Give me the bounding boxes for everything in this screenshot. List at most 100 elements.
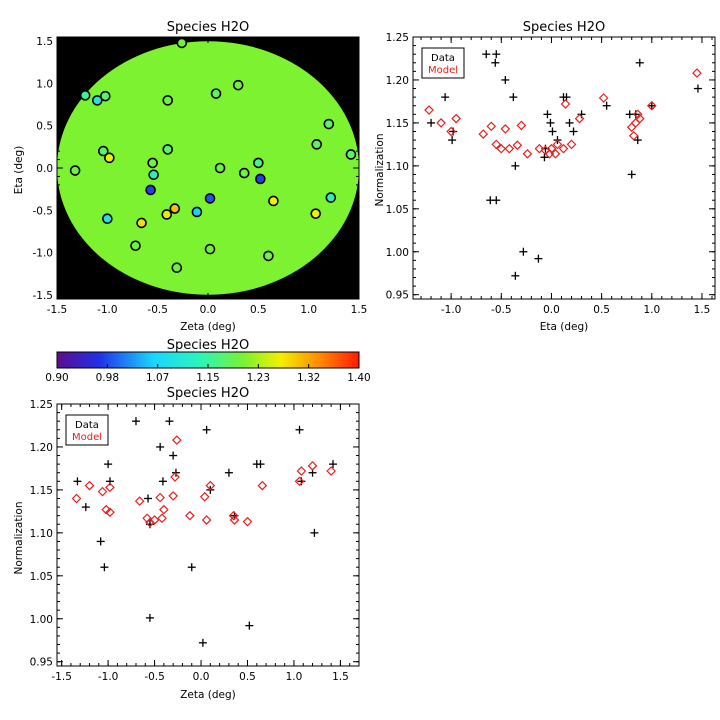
map-point [268, 195, 279, 207]
zeta-xtick-label: 0.0 [193, 671, 210, 683]
eta-ytick-label: 1.00 [386, 247, 409, 259]
map-point [191, 206, 203, 218]
eta-data-point [441, 93, 450, 102]
zeta-xtick-label: 1.0 [286, 671, 303, 683]
species-map-panel: -1.5 -1.0 -0.5 0.0 0.5 1.0 1.5 -1.5 -1.0 -0.5 0.0 0… [33, 36, 368, 316]
eta-model-point [552, 139, 563, 150]
eta-model-point [630, 118, 641, 128]
colorbar-tick-label: 1.15 [196, 372, 219, 384]
eta-model-point [628, 130, 639, 141]
eta-data-point [562, 93, 571, 102]
eta-model-point [566, 139, 577, 150]
zeta-model-point [142, 513, 152, 524]
eta-data-point [647, 101, 656, 110]
map-point [69, 165, 81, 176]
zeta-model-point [84, 480, 95, 491]
eta-model-point [646, 100, 657, 111]
zeta-model-point [294, 476, 305, 487]
map-xtick-label: 1.0 [300, 304, 317, 316]
map-ytick-label: 1.5 [36, 36, 53, 48]
eta-xtick-label: 1.0 [643, 304, 660, 316]
zeta-normalization-panel: -1.5 -1.0 -0.5 0.0 0.5 1.0 1.5 0.95 1.00 1.05 1.10… [30, 399, 360, 683]
zeta-xtick-label: 0.5 [239, 671, 256, 683]
eta-plot-frame [412, 36, 716, 300]
eta-data-point [509, 93, 518, 102]
zeta-data-point [100, 563, 109, 572]
map-point [136, 217, 147, 229]
map-point [147, 157, 158, 169]
eta-model-point [486, 121, 497, 132]
zeta-data-point [145, 613, 154, 622]
map-point [311, 139, 323, 150]
zeta-data-point [295, 425, 304, 434]
zeta-model-point [168, 491, 179, 501]
zeta-legend-data: Data [75, 420, 99, 431]
zeta-data-point [169, 451, 178, 460]
map-point [255, 173, 266, 185]
zeta-data-point [96, 537, 105, 546]
eta-data-point [501, 75, 510, 84]
zeta-model-point [307, 461, 318, 471]
colorbar-tick-label: 1.32 [297, 372, 320, 384]
eta-ytick-label: 1.05 [386, 204, 409, 216]
eta-model-point [478, 129, 489, 139]
map-point [161, 209, 173, 220]
zeta-plot-ylabel: Normalization [13, 502, 25, 575]
map-point [169, 203, 181, 214]
eta-plot-legend: Data Model [421, 47, 465, 79]
zeta-model-point [170, 472, 180, 482]
eta-model-point [550, 148, 561, 159]
map-xtick-label: -0.5 [147, 304, 168, 316]
zeta-data-point [187, 563, 196, 572]
eta-model-point [626, 122, 637, 133]
map-point [253, 157, 264, 169]
eta-ytick-label: 1.25 [386, 32, 409, 44]
eta-data-point [534, 254, 543, 263]
eta-data-point [633, 136, 642, 145]
zeta-model-point [155, 492, 165, 503]
zeta-model-point [149, 515, 160, 525]
eta-xtick-label: 0.0 [543, 304, 560, 316]
map-point [100, 90, 111, 102]
zeta-data-point [104, 460, 113, 469]
zeta-data-point [73, 477, 82, 486]
eta-data-point [448, 136, 457, 145]
map-point [145, 184, 156, 196]
zeta-data-point [256, 460, 265, 469]
eta-data-point [546, 118, 555, 127]
eta-model-point [632, 109, 643, 120]
zeta-data-point [156, 442, 165, 451]
zeta-model-point [296, 466, 307, 476]
eta-ytick-label: 1.20 [386, 75, 409, 87]
zeta-model-point [199, 491, 210, 502]
map-point [310, 208, 322, 219]
zeta-data-point [81, 503, 90, 512]
map-point [176, 37, 188, 49]
map-point [238, 167, 250, 179]
map-field-disc [57, 41, 359, 295]
eta-model-point [500, 124, 511, 134]
zeta-data-point [131, 417, 140, 426]
zeta-data-point [202, 425, 211, 434]
zeta-data-point [144, 494, 153, 503]
zeta-ytick-label: 1.05 [30, 571, 53, 583]
eta-normalization-panel: -1.0 -0.5 0.0 0.5 1.0 1.5 0.95 1.00 1.05 1.10 1.15… [386, 32, 716, 316]
map-ytick-label: 1.0 [36, 78, 53, 90]
zeta-ytick-label: 0.95 [30, 657, 53, 669]
eta-model-point [451, 113, 461, 124]
map-point [345, 149, 357, 160]
eta-xtick-label: -0.5 [491, 304, 512, 316]
eta-data-point [482, 50, 491, 59]
map-point [148, 169, 159, 181]
zeta-model-point [242, 516, 253, 527]
zeta-model-point [257, 480, 268, 491]
map-point [204, 243, 216, 255]
map-ytick-label: -1.5 [33, 290, 54, 302]
map-point [91, 95, 103, 106]
eta-data-point [511, 271, 520, 280]
map-point [171, 262, 183, 274]
eta-model-point [491, 139, 502, 150]
zeta-model-point [105, 482, 115, 493]
map-point [323, 118, 335, 130]
